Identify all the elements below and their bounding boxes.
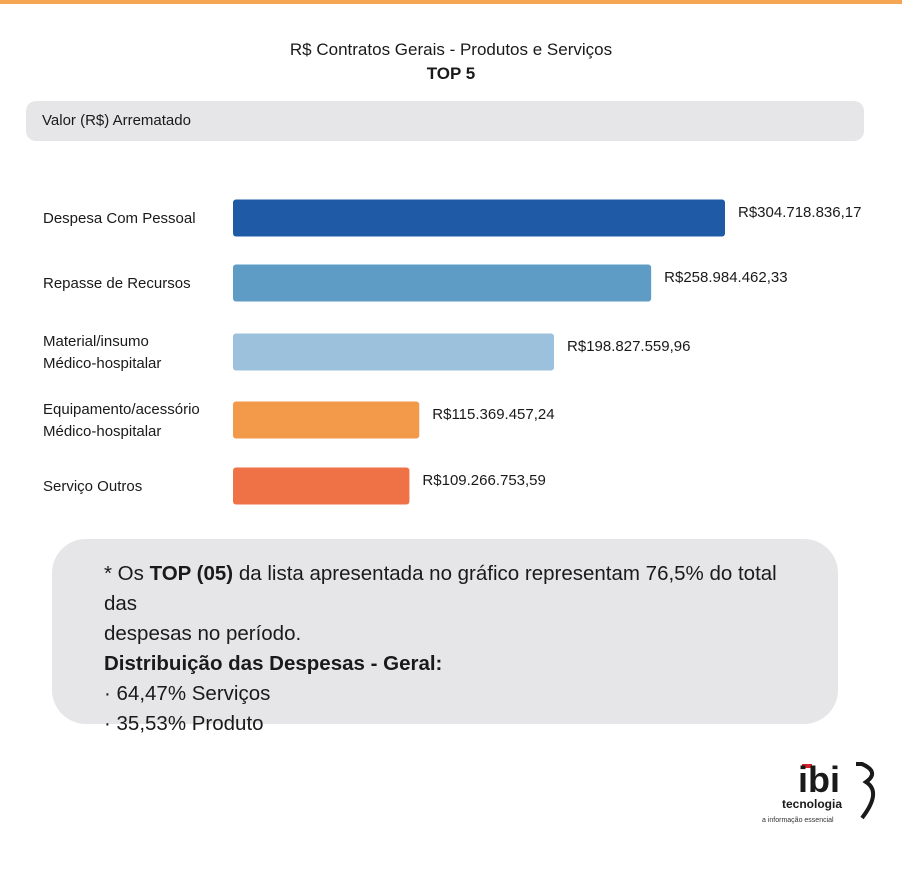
footnote-bold: TOP (05)	[149, 562, 234, 585]
category-label-4-line-1: Equipamento/acessório	[43, 401, 200, 418]
bar-3	[233, 333, 555, 371]
bar-2	[233, 264, 652, 302]
category-label-5: Serviço Outros	[43, 478, 142, 495]
footnote-text: * Os TOP (05) da lista apresentada no gr…	[104, 559, 804, 739]
footnote-prefix: * Os	[104, 562, 150, 585]
bar-4	[233, 401, 420, 439]
footnote-line-2: despesas no período.	[104, 622, 302, 645]
logo-tagline: a informação essencial	[762, 817, 834, 824]
metric-header: Valor (R$) Arrematado	[26, 101, 864, 141]
category-label-1: Despesa Com Pessoal	[43, 210, 196, 227]
bar-chart: Despesa Com Pessoal R$304.718.836,17 Repas…	[43, 199, 861, 505]
value-label-5: R$109.266.753,59	[422, 472, 545, 489]
ibi-tecnologia-logo: ibi tecnologia a informação essencial	[762, 759, 875, 824]
value-label-3: R$198.827.559,96	[567, 338, 690, 355]
category-label-2: Repasse de Recursos	[43, 275, 191, 292]
logo-name: tecnologia	[782, 797, 842, 811]
category-label-3-line-2: Médico-hospitalar	[43, 355, 161, 372]
footnote-suffix: da lista apresentada no gráfico represen…	[104, 562, 777, 615]
chart-title: R$ Contratos Gerais - Produtos e Serviço…	[289, 40, 613, 59]
category-label-3-line-1: Material/insumo	[43, 333, 149, 350]
logo-swoosh	[856, 762, 875, 820]
top-accent-line	[0, 0, 902, 4]
value-label-2: R$258.984.462,33	[664, 269, 787, 286]
chart-subtitle: TOP 5	[426, 64, 476, 83]
distribution-item-product: · 35,53% Produto	[104, 712, 264, 735]
bar-5	[233, 467, 410, 505]
value-label-1: R$304.718.836,17	[738, 204, 861, 221]
logo-accent	[802, 764, 812, 768]
footnote-line-1: * Os TOP (05) da lista apresentada no gr…	[104, 559, 804, 619]
value-label-4: R$115.369.457,24	[432, 406, 554, 423]
distribution-heading: Distribuição das Despesas - Geral:	[104, 649, 804, 679]
footnote-panel: * Os TOP (05) da lista apresentada no gr…	[52, 539, 838, 735]
distribution-item-services: · 64,47% Serviços	[104, 682, 271, 705]
bar-1	[233, 199, 725, 237]
distribution-heading-text: Distribuição das Despesas - Geral:	[104, 652, 443, 675]
metric-label: Valor (R$) Arrematado	[42, 112, 191, 129]
logo-brand: ibi	[798, 759, 840, 800]
category-label-4-line-2: Médico-hospitalar	[43, 423, 161, 440]
